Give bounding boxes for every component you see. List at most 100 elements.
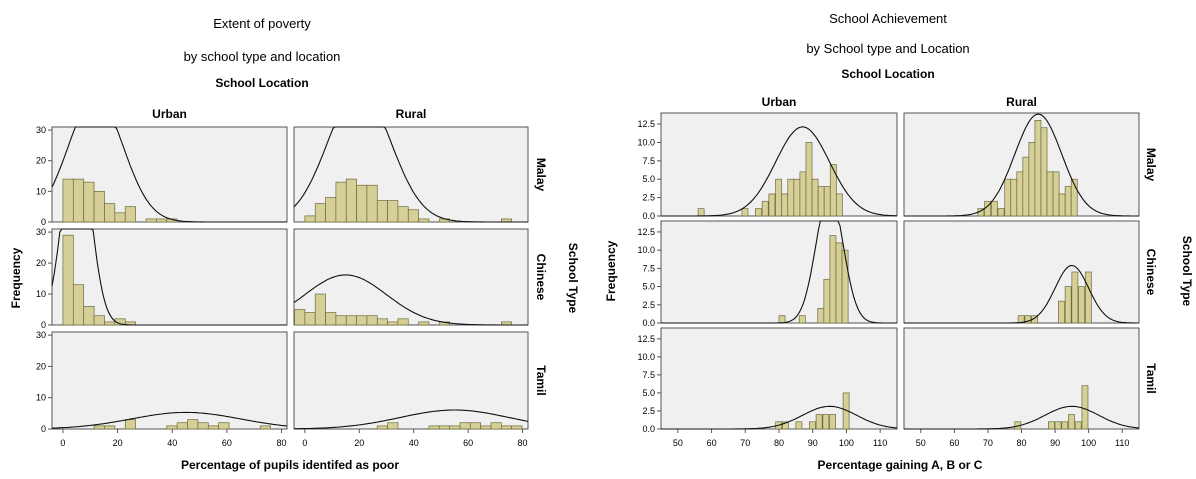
chart1-tamil-urban-bar (187, 419, 199, 430)
chart2-chinese-urban-bar (778, 315, 786, 324)
chart1-ytick-label-chinese: 10 (36, 289, 46, 299)
chart2-row-label-malay: Malay (1144, 148, 1158, 182)
chart1-chinese-rural-bar (418, 321, 430, 326)
chart2-xtick-label-urban: 80 (774, 438, 784, 448)
chart1-tamil-rural-bar (376, 425, 388, 430)
chart1-title-line-1: Extent of poverty (213, 16, 311, 31)
chart2-malay-rural-bar (1046, 171, 1054, 217)
chart2-xtick-label-urban: 50 (673, 438, 683, 448)
chart2-malay-rural-bar (1022, 156, 1030, 217)
chart1-malay-urban-bar (72, 178, 85, 223)
chart1-row-label-malay: Malay (534, 158, 548, 192)
chart2-xtick-label-urban: 90 (808, 438, 818, 448)
chart2-tamil-urban-bar (829, 414, 836, 430)
chart2-xtick-label-rural: 70 (983, 438, 993, 448)
chart2-panel-chinese-rural (903, 220, 1140, 324)
chart1-tamil-rural-bar (387, 422, 399, 430)
chart2-malay-urban-bar (811, 178, 819, 217)
chart1-tamil-rural-bar (428, 425, 440, 430)
chart1-tamil-urban-bar (104, 425, 116, 430)
chart2-tamil-rural-bar (1061, 421, 1069, 430)
chart1-ytick-label-tamil: 30 (36, 330, 46, 340)
chart1-tamil-urban-bar (93, 425, 105, 430)
chart2-title-line-1: School Achievement (829, 11, 947, 26)
chart1-chinese-rural-bar (356, 315, 368, 326)
chart2-xtick-label-rural: 90 (1050, 438, 1060, 448)
chart1-tamil-urban-bar (166, 425, 178, 430)
chart2-chinese-urban-bar (835, 242, 843, 324)
chart2-malay-rural-bar (1064, 186, 1072, 217)
chart2-malay-rural-bar (997, 208, 1005, 217)
chart1-tamil-rural-normal-curve (293, 409, 529, 430)
chart2-xtick-label-rural: 50 (916, 438, 926, 448)
chart2-ytick-label-malay: 5.0 (642, 174, 655, 184)
chart2-tamil-urban-bar (795, 421, 803, 430)
chart1-chinese-rural-bar (294, 309, 306, 326)
chart1-malay-rural-bar (397, 206, 409, 223)
chart1-y-axis-label: Frequency (9, 247, 23, 308)
chart1-tamil-urban-bar (197, 422, 209, 430)
chart1-tamil-rural-bar (490, 422, 502, 430)
chart2-tamil-urban-bar (822, 414, 830, 430)
chart2-malay-urban-bar (775, 178, 783, 217)
chart2-malay-urban-bar (787, 178, 795, 217)
chart1-tamil-urban-bar (218, 422, 230, 430)
chart1-ytick-label-chinese: 0 (41, 320, 46, 330)
chart1-tamil-rural-bar (469, 422, 482, 430)
chart1-ytick-label-malay: 0 (41, 217, 46, 227)
chart2-malay-rural-bar (990, 200, 998, 217)
chart1-tamil-urban-bar (124, 419, 136, 430)
chart1-chinese-urban-bar (72, 284, 85, 326)
chart1-row-header: School Type (566, 243, 580, 314)
chart1-tamil-rural-bar (511, 425, 523, 430)
chart1-x-axis-label: Percentage of pupils identifed as poor (181, 458, 399, 472)
chart2-malay-rural-normal-curve (904, 113, 1139, 217)
chart2-tamil-rural-bar (1068, 414, 1075, 430)
chart1-row-label-chinese: Chinese (534, 254, 548, 301)
chart2-panel-tamil-urban (660, 327, 898, 430)
chart1-title-line-2: by school type and location (184, 49, 341, 64)
chart2-ytick-label-malay: 0.0 (642, 211, 655, 221)
chart2-tamil-urban-bar (808, 421, 816, 430)
chart1-tamil-urban-bar (207, 425, 220, 430)
chart1-malay-rural-bar (376, 200, 388, 223)
chart1-xtick-label-urban: 0 (60, 438, 65, 448)
chart1-ytick-label-malay: 20 (36, 156, 46, 166)
chart2-malay-urban-bar (793, 178, 801, 217)
chart1-malay-rural-bar (325, 197, 337, 223)
chart1-malay-rural-bar (314, 203, 326, 223)
chart2-ytick-label-chinese: 5.0 (642, 282, 655, 292)
chart1-malay-rural-bar (345, 178, 357, 223)
chart2-malay-rural-bar (1028, 142, 1036, 217)
chart2-tamil-urban-bar (815, 414, 823, 430)
chart2-ytick-label-chinese: 0.0 (642, 318, 655, 328)
chart2-ytick-label-chinese: 2.5 (642, 300, 655, 310)
chart1-malay-urban-bar (124, 206, 136, 223)
chart1-malay-rural-bar (418, 218, 430, 223)
chart1-tamil-urban-normal-curve (51, 411, 288, 429)
chart2-malay-urban-bar (823, 186, 831, 217)
chart1-chinese-rural-bar (345, 315, 357, 326)
chart1-tamil-rural-bar (459, 422, 471, 430)
chart1-chinese-rural-bar (397, 318, 409, 326)
chart1-malay-rural-bar (335, 181, 347, 223)
chart1-xtick-label-rural: 40 (409, 438, 419, 448)
chart2-ytick-label-tamil: 2.5 (642, 406, 655, 416)
chart1-chinese-urban-normal-curve (51, 228, 287, 326)
chart2-tamil-urban-normal-curve (661, 405, 898, 430)
chart1-tamil-urban-bar (176, 422, 188, 430)
chart2-chinese-rural-bar (1064, 286, 1072, 324)
chart1-row-label-tamil: Tamil (534, 365, 548, 395)
chart2-ytick-label-tamil: 12.5 (637, 334, 655, 344)
chart1-malay-urban-bar (104, 203, 116, 223)
chart1-malay-urban-bar (114, 212, 126, 223)
chart1-chinese-urban-bar (83, 306, 95, 326)
chart2-xtick-label-rural: 60 (949, 438, 959, 448)
chart1-malay-rural-normal-curve (293, 126, 528, 223)
chart2-chinese-urban-bar (817, 308, 825, 324)
chart1-tamil-rural-bar (449, 425, 461, 430)
chart1-xtick-label-urban: 80 (277, 438, 287, 448)
chart2-xtick-label-urban: 60 (707, 438, 717, 448)
chart2-ytick-label-tamil: 7.5 (642, 370, 655, 380)
